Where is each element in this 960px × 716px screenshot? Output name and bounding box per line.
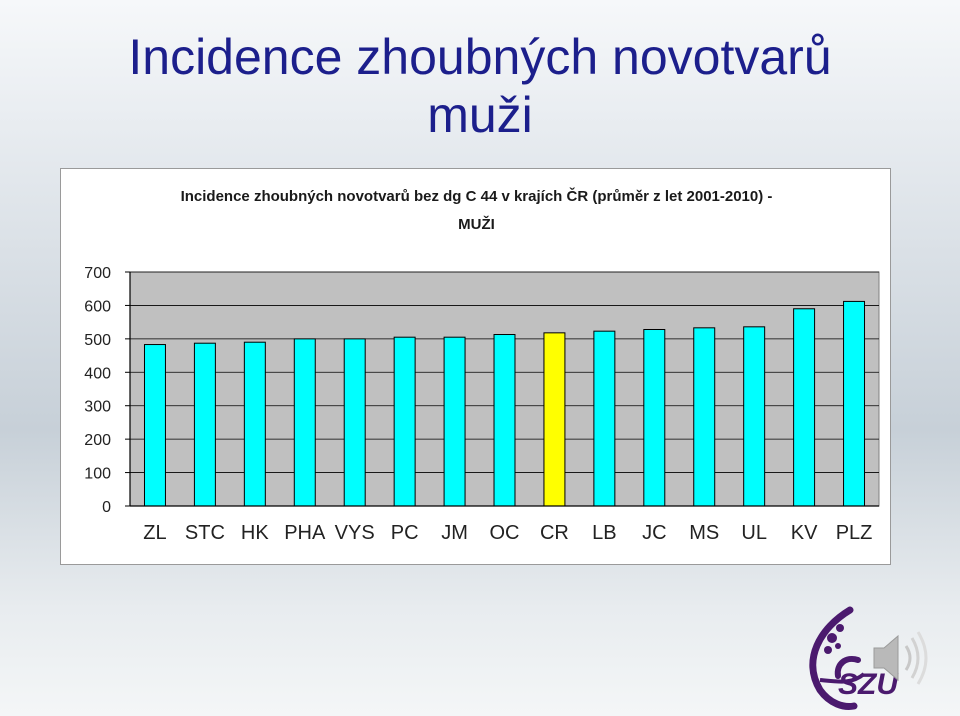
x-tick-label: MS (689, 522, 719, 544)
x-tick-label: LB (592, 522, 616, 544)
slide-title: Incidence zhoubných novotvarů muži (0, 28, 960, 144)
bar-pha (293, 338, 316, 507)
y-tick-label: 100 (84, 466, 111, 483)
x-tick-label: STC (185, 522, 225, 544)
x-tick-label: ZL (143, 522, 166, 544)
x-tick-label: KV (791, 522, 818, 544)
y-tick-label: 200 (84, 432, 111, 449)
bar-chart: 0 100 200 300 400 500 600 700 ZL STC HK PHA VYS PC JM O… (84, 265, 880, 544)
x-tick-label: VYS (335, 522, 375, 544)
chart-subtitle-text: MUŽI (458, 216, 495, 233)
bar-plz (843, 300, 866, 507)
bar-ul (743, 326, 766, 507)
x-tick-label: CR (540, 522, 569, 544)
bar-jm (443, 336, 466, 507)
chart-title-text: Incidence zhoubných novotvarů bez dg C 4… (180, 188, 773, 205)
x-tick-label: PLZ (836, 522, 873, 544)
y-tick-label: 300 (84, 399, 111, 416)
chart-title: Incidence zhoubných novotvarů bez dg C 4… (61, 183, 892, 239)
y-tick-label: 400 (84, 365, 111, 382)
y-tick-label: 0 (102, 499, 111, 516)
bar-hk (243, 341, 266, 507)
x-tick-label: UL (741, 522, 767, 544)
bar-pc (393, 336, 416, 507)
x-tick-label: HK (241, 522, 269, 544)
slide-title-line2: muži (427, 87, 533, 143)
bar-oc (493, 334, 516, 507)
y-tick-label: 500 (84, 332, 111, 349)
x-tick-label: JC (642, 522, 666, 544)
x-tick-label: OC (490, 522, 520, 544)
bar-jc (643, 328, 666, 507)
bar-kv (793, 308, 816, 507)
slide-title-line1: Incidence zhoubných novotvarů (128, 29, 832, 85)
bar-stc (193, 342, 216, 507)
bar-ms (693, 327, 716, 507)
szu-logo-mark (809, 606, 866, 710)
szu-logo: SZÚ (809, 606, 928, 710)
bar-cr (543, 332, 566, 507)
x-tick-label: PHA (284, 522, 326, 544)
y-tick-label: 700 (84, 265, 111, 282)
x-tick-label: JM (441, 522, 468, 544)
x-tick-label: PC (391, 522, 419, 544)
bar-vys (343, 338, 366, 507)
bar-lb (593, 330, 616, 507)
speaker-icon[interactable] (873, 631, 928, 685)
chart-panel: 0 100 200 300 400 500 600 700 ZL STC HK PHA VYS PC JM O… (60, 168, 891, 565)
y-tick-label: 600 (84, 298, 111, 315)
bar-zl (143, 344, 166, 507)
